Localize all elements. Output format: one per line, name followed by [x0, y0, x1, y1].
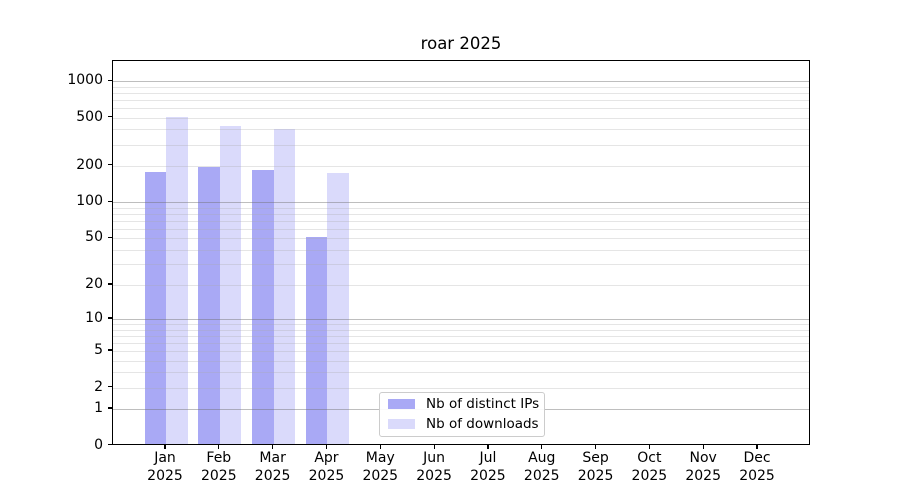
bar-downloads-mar: [273, 128, 296, 444]
y-tick-mark-200: [108, 164, 112, 166]
y-tick-mark-50: [108, 236, 112, 238]
minor-gridline-7: [113, 335, 809, 337]
minor-gridline-60: [113, 228, 809, 230]
x-tick-mark-mar: [272, 444, 274, 449]
minor-gridline-4: [113, 360, 809, 362]
y-tick-label-100: 100: [76, 193, 103, 210]
minor-gridline-8: [113, 329, 809, 331]
x-tick-label-jan: Jan 2025: [147, 450, 183, 484]
legend-swatch-downloads: [388, 419, 415, 429]
y-tick-mark-2: [108, 385, 112, 388]
y-tick-mark-20: [108, 283, 112, 285]
minor-gridline-800: [113, 92, 809, 94]
y-tick-label-1: 1: [94, 399, 103, 416]
y-tick-mark-1000: [108, 79, 112, 81]
minor-gridline-80: [113, 213, 809, 215]
x-tick-mark-dec: [756, 444, 758, 449]
y-tick-label-2: 2: [94, 378, 103, 395]
y-tick-mark-500: [108, 116, 112, 118]
x-tick-mark-nov: [702, 444, 704, 449]
x-tick-mark-sep: [594, 444, 597, 449]
bar-distinct-ips-feb: [198, 166, 220, 444]
x-tick-mark-jan: [164, 444, 166, 449]
minor-gridline-90: [113, 207, 809, 209]
x-tick-label-may: May 2025: [362, 450, 399, 484]
y-tick-mark-100: [108, 200, 112, 202]
minor-gridline-500: [113, 117, 809, 119]
minor-gridline-400: [113, 129, 809, 131]
x-tick-mark-jul: [487, 444, 489, 449]
minor-gridline-9: [113, 324, 809, 326]
x-tick-label-sep: Sep 2025: [577, 450, 614, 484]
y-tick-mark-10: [108, 317, 112, 319]
x-tick-label-apr: Apr 2025: [308, 450, 345, 484]
legend: Nb of distinct IPs Nb of downloads: [379, 391, 545, 437]
x-tick-mark-aug: [541, 444, 543, 449]
bar-distinct-ips-mar: [252, 170, 274, 444]
legend-label-downloads: Nb of downloads: [426, 416, 539, 432]
y-tick-label-50: 50: [85, 229, 103, 246]
plot-area: Nb of distinct IPs Nb of downloads: [112, 59, 810, 445]
chart-title: roar 2025: [420, 34, 502, 53]
bar-distinct-ips-jan: [144, 172, 166, 444]
y-tick-mark-1: [108, 407, 112, 409]
x-tick-label-aug: Aug 2025: [523, 450, 560, 484]
x-tick-mark-may: [379, 444, 381, 449]
minor-gridline-5: [113, 351, 809, 352]
minor-gridline-6: [113, 342, 809, 344]
x-tick-label-jun: Jun 2025: [416, 450, 452, 484]
y-tick-label-0: 0: [94, 436, 103, 453]
bar-downloads-feb: [219, 126, 242, 444]
y-tick-label-10: 10: [85, 310, 103, 327]
major-gridline-1000: [113, 81, 809, 83]
y-tick-label-500: 500: [76, 108, 103, 125]
minor-gridline-600: [113, 108, 809, 110]
y-tick-label-5: 5: [94, 342, 103, 358]
x-tick-label-oct: Oct 2025: [631, 450, 668, 484]
minor-gridline-50: [113, 238, 809, 240]
x-tick-mark-feb: [218, 444, 220, 449]
bar-downloads-apr: [327, 173, 349, 444]
minor-gridline-300: [113, 144, 809, 146]
x-tick-label-dec: Dec 2025: [739, 450, 775, 484]
x-tick-label-jul: Jul 2025: [470, 450, 506, 484]
minor-gridline-2: [113, 387, 809, 389]
major-gridline-10: [113, 319, 809, 321]
minor-gridline-40: [113, 249, 809, 251]
x-tick-label-mar: Mar 2025: [254, 450, 291, 484]
y-tick-label-20: 20: [85, 275, 103, 292]
x-tick-mark-apr: [325, 444, 328, 449]
minor-gridline-70: [113, 220, 809, 222]
legend-item-distinct-ips: Nb of distinct IPs: [388, 396, 540, 412]
bar-distinct-ips-apr: [305, 237, 328, 444]
legend-item-downloads: Nb of downloads: [388, 416, 539, 432]
minor-gridline-30: [113, 264, 809, 266]
minor-gridline-200: [113, 165, 809, 167]
minor-gridline-900: [113, 86, 809, 88]
x-tick-mark-oct: [648, 444, 650, 449]
y-tick-mark-5: [108, 349, 112, 351]
x-tick-label-nov: Nov 2025: [685, 450, 721, 484]
minor-gridline-20: [113, 284, 809, 286]
minor-gridline-3: [113, 372, 809, 374]
minor-gridline-700: [113, 99, 809, 101]
x-tick-label-feb: Feb 2025: [200, 450, 237, 484]
y-tick-label-200: 200: [76, 156, 103, 173]
x-tick-mark-jun: [433, 444, 435, 449]
y-tick-label-1000: 1000: [67, 72, 103, 89]
y-tick-mark-0: [108, 443, 112, 446]
legend-label-distinct-ips: Nb of distinct IPs: [426, 396, 540, 412]
legend-swatch-distinct-ips: [388, 399, 415, 409]
bar-downloads-jan: [166, 116, 188, 444]
major-gridline-100: [113, 202, 809, 204]
